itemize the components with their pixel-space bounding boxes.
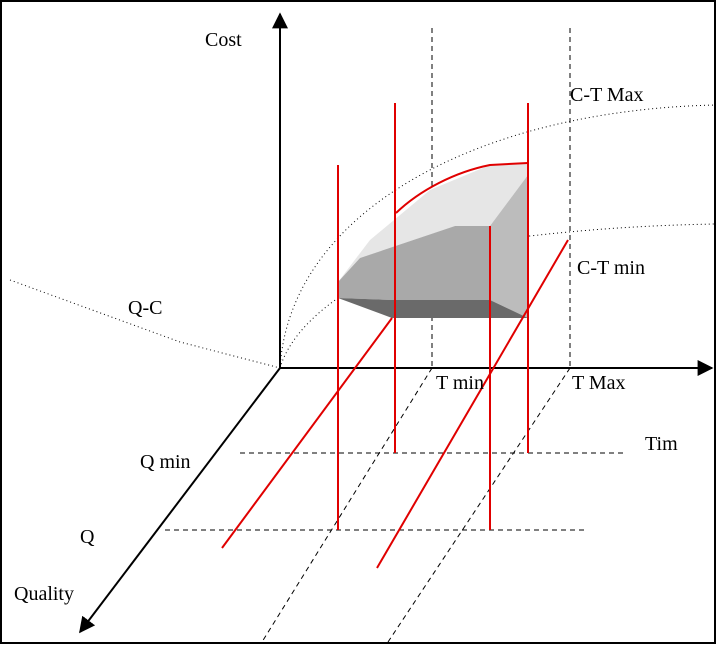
quality-axis — [79, 367, 281, 634]
qc-curve — [9, 279, 281, 369]
feasible-solid — [338, 162, 529, 318]
time-axis-label: Tim — [645, 433, 678, 455]
constraint-lines — [221, 103, 569, 569]
diagonal-constraint-2 — [376, 239, 569, 569]
ct-min-label: C-T min — [577, 257, 645, 279]
t-max-label: T Max — [572, 372, 626, 394]
solid-front-face — [338, 226, 490, 300]
cost-axis-label: Cost — [205, 29, 242, 51]
solid-top-face — [338, 163, 528, 282]
diagonal-constraint-1 — [221, 317, 393, 549]
qc-label: Q-C — [128, 297, 162, 319]
ct-max-label: C-T Max — [570, 84, 644, 106]
q-label: Q — [80, 526, 95, 548]
axes — [79, 12, 714, 634]
solid-bottom-face — [338, 298, 528, 318]
solid-top-curve — [395, 162, 529, 214]
t-min-depth-guide — [261, 367, 433, 643]
ct-max-curve — [279, 104, 716, 369]
dotted-curves — [9, 104, 716, 369]
t-min-label: T min — [436, 372, 484, 394]
solid-side-face — [490, 175, 528, 318]
quality-axis-label: Quality — [14, 583, 74, 605]
labels: Cost C-T Max C-T min Q-C T min T Max Tim… — [14, 29, 678, 605]
q-min-label: Q min — [140, 451, 191, 473]
t-max-depth-guide — [387, 367, 571, 643]
